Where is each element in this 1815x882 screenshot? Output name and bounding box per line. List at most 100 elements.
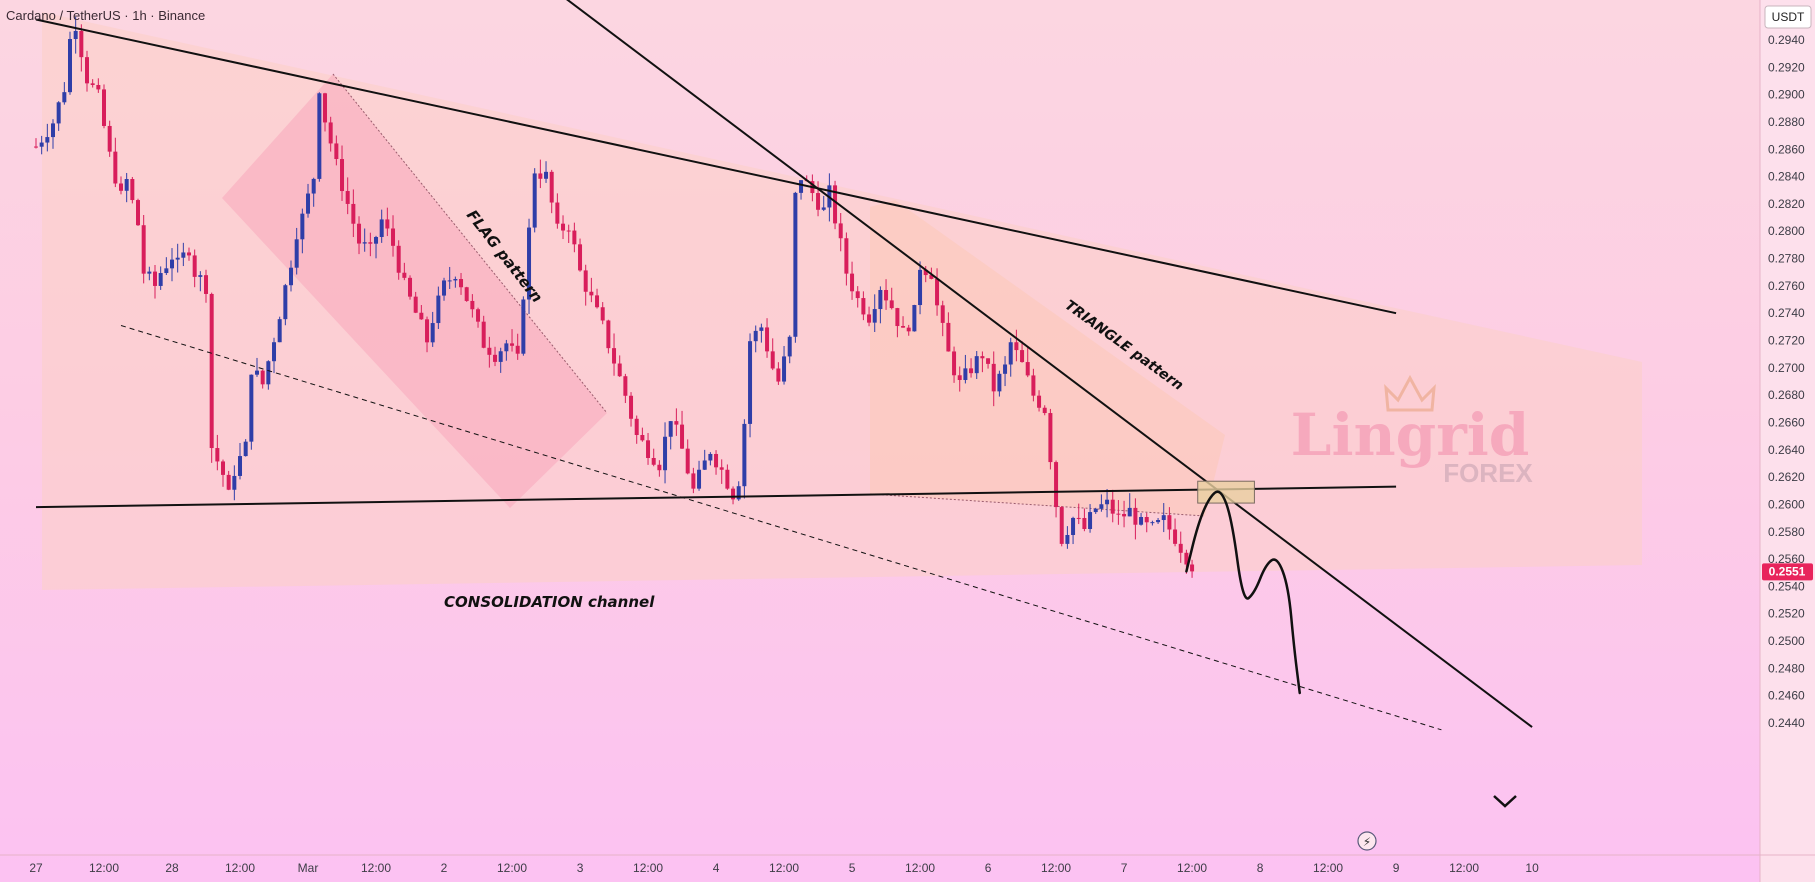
candle-body (532, 173, 537, 228)
time-tick-label: 28 (165, 861, 179, 875)
candle-body (640, 435, 645, 441)
candle-body (1116, 513, 1121, 515)
candle-body (1190, 564, 1195, 572)
candle-body (1003, 364, 1008, 374)
time-tick-label: 12:00 (1041, 861, 1071, 875)
candle-body (555, 202, 560, 224)
candle-body (136, 200, 141, 226)
candle-body (787, 336, 792, 357)
candle-body (1167, 515, 1172, 530)
candle-body (595, 295, 600, 308)
candle-body (447, 280, 452, 282)
candle-body (946, 322, 951, 352)
candle-body (997, 373, 1002, 392)
candle-body (430, 323, 435, 343)
candle-body (85, 57, 90, 84)
candle-body (691, 473, 696, 489)
price-tick-label: 0.2800 (1768, 224, 1805, 238)
candle-body (844, 238, 849, 274)
lightning-icon: ⚡ (1363, 835, 1371, 849)
candle-body (34, 146, 38, 148)
candle-body (119, 183, 124, 191)
price-tick-label: 0.2620 (1768, 470, 1805, 484)
candle-body (345, 191, 350, 204)
candle-body (719, 467, 724, 470)
candle-body (385, 219, 390, 229)
candle-body (1025, 362, 1030, 376)
candle-body (436, 295, 441, 324)
candle-body (878, 290, 883, 310)
candle-body (714, 453, 719, 468)
candle-body (583, 270, 588, 292)
last-price-label: 0.2551 (1769, 564, 1806, 578)
price-tick-label: 0.2780 (1768, 252, 1805, 266)
price-tick-label: 0.2940 (1768, 33, 1805, 47)
candle-body (1008, 342, 1013, 365)
price-scale[interactable] (1760, 0, 1815, 882)
trendline-steep-descending[interactable] (557, 0, 1533, 728)
candle-body (402, 272, 407, 278)
candle-body (226, 474, 231, 490)
candle-body (753, 330, 758, 342)
candle-body (957, 375, 962, 380)
candle-body (243, 441, 248, 457)
candle-body (147, 271, 152, 274)
candle-body (175, 257, 180, 260)
candle-body (419, 312, 424, 320)
time-tick-label: 12:00 (633, 861, 663, 875)
trendline-descending-resistance[interactable] (35, 18, 1397, 315)
candle-body (680, 424, 685, 449)
candle-body (209, 293, 214, 449)
candle-body (453, 279, 458, 281)
candle-body (306, 193, 311, 214)
time-tick-label: 12:00 (905, 861, 935, 875)
time-tick-label: 12:00 (769, 861, 799, 875)
candle-body (90, 83, 95, 85)
candle-body (1082, 517, 1087, 530)
candle-body (1105, 499, 1110, 505)
candle-body (102, 89, 107, 126)
candle-body (793, 192, 798, 337)
price-axis-ticks: 0.24400.24600.24800.25000.25200.25400.25… (1768, 33, 1805, 730)
time-tick-label: 12:00 (1313, 861, 1343, 875)
candle-body (272, 342, 277, 362)
candle-body (855, 291, 860, 299)
candle-body (521, 299, 526, 354)
candle-body (685, 448, 690, 474)
time-tick-label: 12:00 (1449, 861, 1479, 875)
candle-body (1184, 552, 1189, 565)
candle-body (260, 370, 265, 385)
candle-body (124, 179, 129, 191)
candle-body (153, 271, 158, 286)
price-tick-label: 0.2500 (1768, 634, 1805, 648)
candle-body (572, 230, 577, 245)
candle-body (391, 228, 396, 246)
candle-body (158, 273, 163, 286)
candle-body (736, 486, 741, 500)
candle-body (1076, 517, 1081, 519)
candle-body (1048, 413, 1053, 463)
candle-body (629, 395, 634, 419)
replay-button[interactable] (1357, 831, 1377, 851)
consolidation-channel-area (42, 12, 1642, 590)
candle-body (838, 223, 843, 239)
candle-body (782, 356, 787, 382)
candle-body (340, 159, 345, 192)
candle-body (884, 290, 889, 301)
candle-body (504, 343, 509, 352)
time-tick-label: 5 (849, 861, 856, 875)
candle-body (929, 275, 934, 279)
candle-body (799, 180, 804, 193)
price-tick-label: 0.2920 (1768, 60, 1805, 74)
candle-body (1054, 462, 1059, 508)
time-tick-label: 12:00 (497, 861, 527, 875)
currency-badge[interactable] (1764, 5, 1812, 29)
price-tick-label: 0.2680 (1768, 388, 1805, 402)
candle-body (912, 305, 917, 332)
candle-body (561, 223, 566, 231)
candle-body (107, 125, 112, 152)
price-tick-label: 0.2480 (1768, 661, 1805, 675)
candle-body (861, 298, 866, 315)
trendline-consolidation-support[interactable] (35, 485, 1397, 509)
